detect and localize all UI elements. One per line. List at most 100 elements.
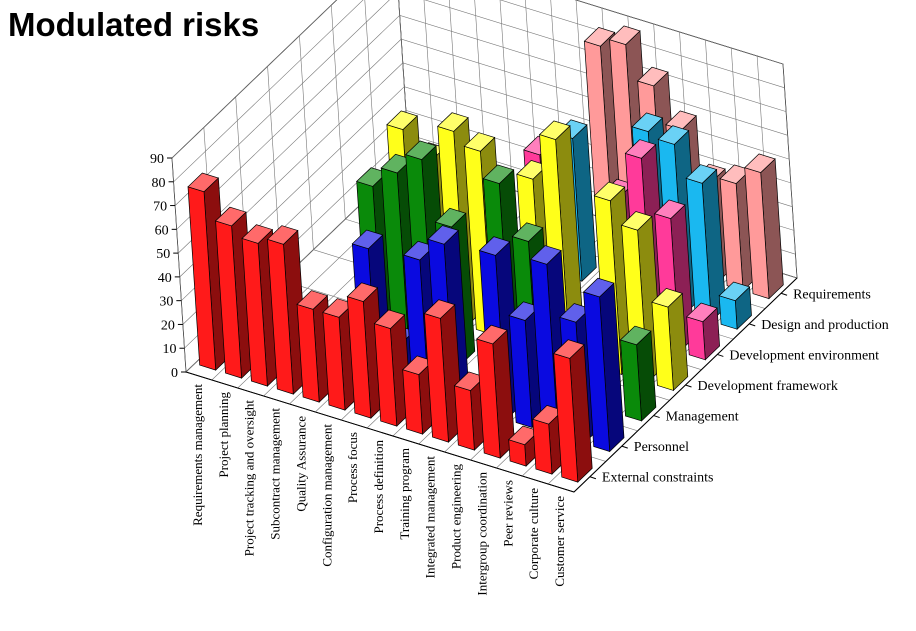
bar-top [511,222,544,242]
series-label: Personnel [634,440,689,455]
category-label: Project planning [216,392,231,478]
category-label: Project tracking and oversight [242,400,257,557]
bar-top [405,140,437,160]
bar-top [476,324,508,345]
category-label: Integrated management [423,456,438,579]
series-tick-mark [685,384,692,388]
bar-top [351,229,384,250]
bar-top [582,277,615,298]
bar-top [214,206,247,227]
category-label: Corporate culture [526,488,541,580]
series-label: External constraints [602,471,714,486]
bar-top [434,207,467,228]
z-tick-label: 70 [153,200,167,215]
bar-top [296,290,329,310]
series-label: Management [666,410,739,425]
bars [187,25,784,483]
z-axis: 0 10 20 30 40 50 60 70 80 90 [150,152,186,381]
bar-top [482,164,515,184]
z-tick-label: 60 [155,223,169,238]
bar-top [266,225,299,245]
category-label: Product engineering [449,464,464,570]
z-tick-label: 50 [156,247,170,262]
chart-title: Modulated risks [8,6,260,43]
bar-top [654,199,686,219]
z-tick-label: 40 [158,271,172,286]
bar-top [538,120,571,140]
bar-front [686,316,706,361]
series-axis: External constraints Personnel Management D… [573,277,889,493]
z-tick-label: 20 [161,318,175,333]
series-label: Development environment [729,348,879,363]
series-tick-mark [589,476,597,480]
bar-top [608,25,641,45]
series-tick-mark [780,292,788,296]
bar-top [624,139,657,159]
gridline-y [299,35,314,250]
category-axis: Requirements management Project planning P… [185,371,575,596]
z-tick-label: 10 [162,342,176,357]
bar-top [463,132,496,152]
series-label: Development framework [698,379,838,394]
category-label: Configuration management [319,424,334,567]
bar-top [423,299,456,319]
bar-top [685,164,718,184]
bar-top [619,325,652,346]
gridline-x [423,0,436,167]
z-tick-label: 90 [150,152,164,167]
bar-front [532,418,553,475]
category-label: Process definition [371,440,386,534]
bar-top [651,288,683,308]
bar-top [637,66,669,87]
bar-top [620,211,653,231]
z-tick-label: 80 [152,176,166,191]
bar-top [437,112,469,132]
category-label: Training program [397,448,412,540]
bar [651,288,689,392]
series-tick-mark [653,415,660,419]
bar-top [241,224,274,244]
gridline-y [171,157,187,373]
bar-top [657,125,690,145]
category-label: Quality Assurance [293,416,308,512]
category-axis-line [185,371,575,493]
bar [582,277,625,453]
bar-top [718,281,751,302]
bar [718,281,752,330]
gridline-y [364,0,378,189]
bar-top [686,302,718,323]
bar-top [478,236,511,256]
bar-top [373,309,406,329]
bar-top [593,181,626,202]
category-label: Customer service [552,496,567,587]
bar-top [346,282,379,302]
bar [686,302,720,361]
z-tick-label: 30 [159,295,173,310]
category-label: Peer reviews [500,480,515,547]
bar [619,325,657,422]
bar [476,324,515,459]
bar [553,339,593,483]
bar [214,206,257,379]
bar-top [530,245,562,265]
series-tick-mark [717,353,724,357]
bar-top [187,172,220,193]
bar-top [553,339,585,359]
gridline-x [782,63,798,279]
category-label: Subcontract management [268,408,283,540]
series-tick-mark [621,445,628,449]
bar-top [386,110,418,130]
bar-top [744,153,776,173]
bar [744,153,784,300]
gridline-y [330,5,346,220]
category-label: Requirements management [190,384,205,526]
category-label: Intergroup coordination [475,472,490,596]
series-tick-mark [749,323,756,327]
gridline-x [499,0,513,191]
z-tick-label: 0 [171,366,178,381]
series-label: Design and production [761,318,889,333]
bar-top [427,225,460,245]
bar-top [631,112,664,132]
bar-top [583,27,616,47]
